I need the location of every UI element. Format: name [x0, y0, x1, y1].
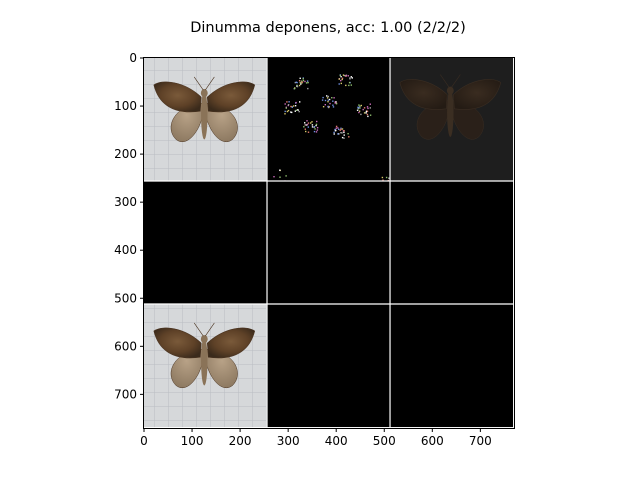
x-tick-label: 300 — [277, 434, 300, 448]
y-tick-label: 500 — [114, 291, 137, 305]
image-tile — [144, 304, 268, 428]
image-tile — [144, 181, 268, 305]
axes-frame — [143, 57, 515, 429]
chart-title: Dinumma deponens, acc: 1.00 (2/2/2) — [190, 20, 466, 36]
x-tick-label: 600 — [421, 434, 444, 448]
image-tile — [267, 58, 391, 183]
y-tick-label: 400 — [114, 243, 137, 257]
x-tick-label: 0 — [140, 434, 148, 448]
x-tick-label: 700 — [469, 434, 492, 448]
y-tick-label: 300 — [114, 195, 137, 209]
y-axis: 0 100 200 300 400 500 600 700 — [114, 51, 144, 401]
x-tick-label: 400 — [325, 434, 348, 448]
y-tick-label: 0 — [129, 51, 137, 65]
y-tick-label: 700 — [114, 387, 137, 401]
x-tick-label: 100 — [181, 434, 204, 448]
y-tick-label: 600 — [114, 339, 137, 353]
x-tick-label: 200 — [229, 434, 252, 448]
image-tile — [267, 181, 391, 305]
y-tick-label: 100 — [114, 99, 137, 113]
image-tile — [144, 58, 268, 182]
x-axis: 0 100 200 300 400 500 600 700 — [140, 428, 492, 448]
x-tick-label: 500 — [373, 434, 396, 448]
image-tile — [390, 304, 514, 428]
image-tile — [267, 304, 391, 428]
plot-area — [144, 58, 514, 428]
tile-separators — [144, 58, 514, 428]
y-tick-label: 200 — [114, 147, 137, 161]
image-tile — [390, 181, 514, 305]
image-tile — [390, 58, 514, 182]
